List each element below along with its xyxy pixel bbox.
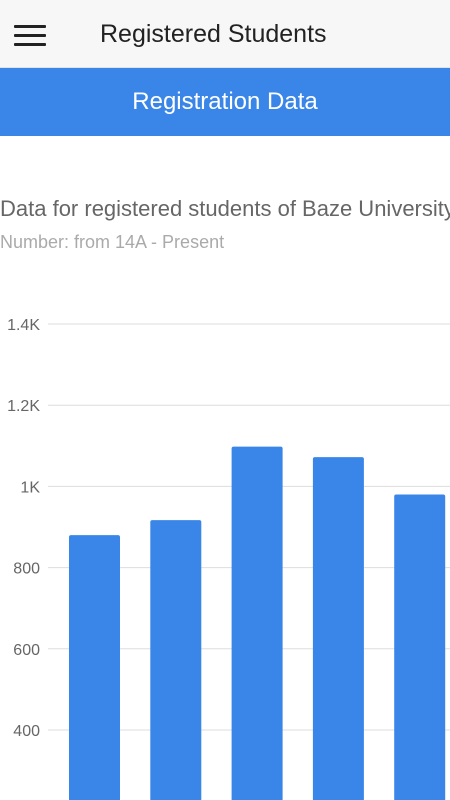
chart-bar[interactable] (150, 520, 202, 800)
hamburger-menu-icon[interactable] (10, 18, 54, 52)
y-tick-label: 600 (13, 642, 40, 659)
page-title: Registered Students (100, 20, 327, 48)
app-bar: Registered Students (0, 0, 450, 68)
y-tick-label: 400 (13, 723, 40, 740)
chart-title: Data for registered students of Baze Uni… (0, 196, 450, 221)
menu-line (14, 24, 46, 28)
chart-bar[interactable] (394, 494, 446, 800)
chart-bar[interactable] (312, 457, 364, 800)
chart-bar[interactable] (69, 535, 120, 800)
y-tick-label: 800 (13, 561, 40, 578)
section-banner: Registration Data (0, 68, 450, 136)
y-tick-label: 1.2K (7, 398, 40, 415)
bar-chart: 400 600 800 1K 1.2K 1.4K (7, 317, 450, 800)
y-tick-label: 1.4K (7, 317, 40, 334)
chart-subtitle: Number: from 14A - Present (0, 232, 225, 252)
menu-line (14, 42, 46, 46)
menu-line (14, 33, 46, 37)
y-tick-label: 1K (20, 479, 40, 496)
chart-bar[interactable] (231, 446, 283, 800)
